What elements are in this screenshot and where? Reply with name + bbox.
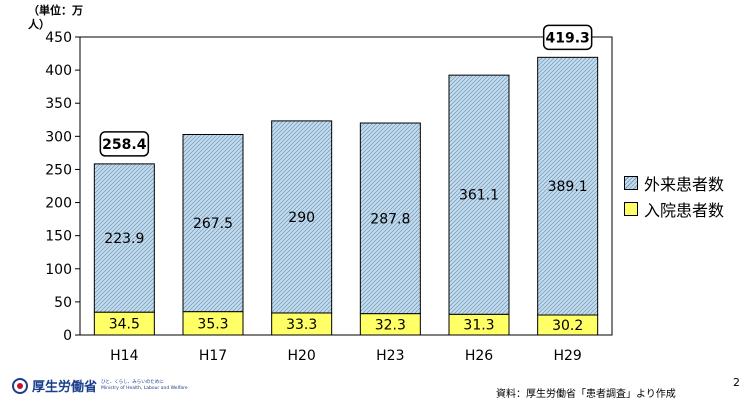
total-callout-label: 419.3 bbox=[546, 30, 590, 46]
page-number: 2 bbox=[733, 376, 740, 389]
bar-outpatient bbox=[182, 133, 244, 313]
y-tick-label: 0 bbox=[63, 328, 72, 344]
y-tick-label: 300 bbox=[45, 129, 72, 145]
legend: 外来患者数 入院患者数 bbox=[624, 170, 724, 222]
x-tick-label: H17 bbox=[199, 348, 227, 364]
legend-swatch-inpatient bbox=[624, 202, 638, 216]
y-tick-label: 100 bbox=[45, 262, 72, 278]
plot-border bbox=[79, 36, 613, 336]
data-label-outpatient: 287.8 bbox=[370, 211, 410, 227]
mhlw-logo: 厚生労働省 ひと、くらし、みらいのために Ministry of Health,… bbox=[12, 376, 188, 395]
logo-sub-ja: ひと、くらし、みらいのために bbox=[101, 380, 164, 385]
y-tick-label: 50 bbox=[54, 295, 72, 311]
data-labels: 34.5 223.9 35.3 267.5 33.3 290 32.3 287.8 31.3 36… bbox=[99, 24, 593, 334]
bar-outpatient bbox=[537, 56, 599, 316]
y-tick-label: 200 bbox=[45, 196, 72, 212]
bar-outpatient bbox=[448, 74, 510, 315]
y-tick-label: 150 bbox=[45, 229, 72, 245]
y-tick-label: 450 bbox=[45, 30, 72, 46]
y-tick-label: 350 bbox=[45, 96, 72, 112]
data-label-outpatient: 389.1 bbox=[548, 179, 588, 195]
x-tick-label: H20 bbox=[287, 348, 315, 364]
total-callout-box bbox=[542, 24, 593, 51]
logo-sub-en: Ministry of Health, Labour and Welfare bbox=[101, 385, 188, 391]
data-label-inpatient: 35.3 bbox=[197, 316, 228, 332]
x-tick-label: H14 bbox=[110, 348, 138, 364]
data-label-inpatient: 34.5 bbox=[109, 317, 140, 333]
x-tick-label: H26 bbox=[465, 348, 493, 364]
legend-label-outpatient: 外来患者数 bbox=[644, 175, 725, 194]
bars bbox=[93, 56, 599, 336]
y-tick-label: 250 bbox=[45, 162, 72, 178]
unit-label: （単位：万人） bbox=[28, 4, 83, 31]
data-label-outpatient: 223.9 bbox=[104, 231, 144, 247]
logo-subtitle: ひと、くらし、みらいのために Ministry of Health, Labou… bbox=[101, 380, 188, 391]
data-label-inpatient: 31.3 bbox=[463, 318, 494, 334]
bar-outpatient bbox=[359, 122, 421, 315]
bar-outpatient bbox=[271, 120, 333, 314]
logo-mark-icon bbox=[12, 377, 28, 394]
logo-text: 厚生労働省 bbox=[32, 380, 98, 395]
x-tick-label: H23 bbox=[376, 348, 404, 364]
x-tick-label: H29 bbox=[553, 348, 581, 364]
axes: 0 50 100 150 200 250 300 350 400 450 H14 H17 H20 H23 H… bbox=[45, 30, 613, 364]
data-label-outpatient: 267.5 bbox=[193, 216, 233, 232]
bar-outpatient bbox=[93, 163, 155, 313]
data-label-outpatient: 290 bbox=[288, 210, 315, 226]
data-label-inpatient: 30.2 bbox=[552, 318, 583, 334]
data-label-inpatient: 33.3 bbox=[286, 317, 317, 333]
data-label-inpatient: 32.3 bbox=[375, 317, 406, 333]
total-callout-label: 258.4 bbox=[102, 137, 147, 153]
legend-item-outpatient: 外来患者数 bbox=[624, 170, 724, 196]
source-note: 資料：厚生労働省「患者調査」より作成 bbox=[496, 389, 676, 400]
total-callout-box bbox=[99, 131, 150, 157]
legend-swatch-outpatient bbox=[624, 176, 638, 190]
data-label-outpatient: 361.1 bbox=[459, 188, 499, 204]
legend-label-inpatient: 入院患者数 bbox=[644, 201, 725, 220]
y-tick-label: 400 bbox=[45, 63, 72, 79]
legend-item-inpatient: 入院患者数 bbox=[624, 196, 724, 222]
